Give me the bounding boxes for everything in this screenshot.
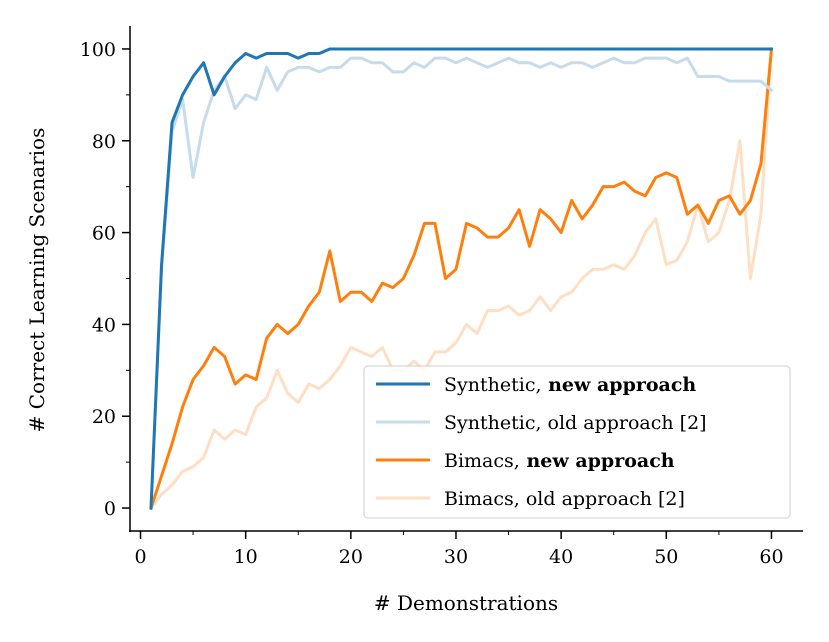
- y-tick-label: 100: [80, 39, 116, 61]
- y-tick-label: 20: [92, 406, 116, 428]
- x-tick-label: 50: [654, 546, 678, 568]
- legend-label-1: Synthetic, old approach [2]: [444, 412, 707, 434]
- legend-label-text: Bimacs, old approach [2]: [444, 488, 685, 510]
- legend-box: [363, 365, 791, 519]
- legend-label-3: Bimacs, old approach [2]: [444, 488, 685, 510]
- y-axis-label: # Correct Learning Scenarios: [25, 128, 49, 433]
- y-tick-label: 0: [104, 498, 116, 520]
- series-line-1: [149, 56, 774, 510]
- y-tick-label: 40: [92, 314, 116, 336]
- legend-label-text: Bimacs,: [444, 450, 520, 472]
- legend-label-bold-text: new approach: [542, 374, 697, 396]
- x-tick-label: 20: [339, 546, 363, 568]
- y-tick-label: 80: [92, 131, 116, 153]
- legend-label-0: Synthetic, new approach: [444, 374, 696, 396]
- legend-label-2: Bimacs, new approach: [444, 450, 675, 472]
- legend: Synthetic, new approach Synthetic, old ap…: [363, 365, 791, 519]
- x-tick-label: 30: [444, 546, 468, 568]
- x-tick-label: 40: [549, 546, 573, 568]
- ticks: 0 10 20 30 40 50 60 0 20 40 60 80 100: [80, 39, 784, 568]
- x-tick-label: 0: [134, 546, 146, 568]
- series-line-2: [149, 47, 774, 510]
- legend-entries: Synthetic, new approach Synthetic, old ap…: [376, 374, 707, 510]
- x-tick-label: 60: [759, 546, 783, 568]
- y-tick-label: 60: [92, 223, 116, 245]
- x-tick-label: 10: [234, 546, 258, 568]
- legend-label-text: Synthetic, old approach [2]: [444, 412, 707, 434]
- series-line-3: [148, 47, 774, 511]
- x-axis-label: # Demonstrations: [374, 591, 558, 615]
- series-line-0: [149, 47, 773, 510]
- legend-label-bold-text: new approach: [520, 450, 675, 472]
- series-layer: [148, 47, 774, 511]
- legend-label-text: Synthetic,: [444, 374, 542, 396]
